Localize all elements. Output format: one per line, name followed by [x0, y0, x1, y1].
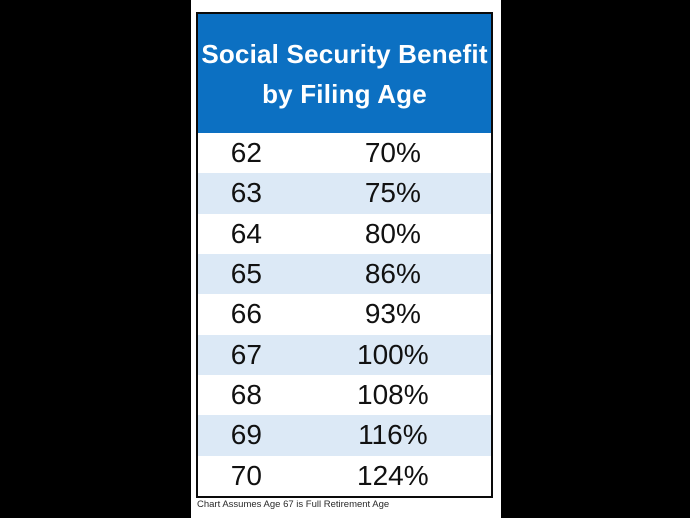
table-row: 70 124% — [198, 456, 491, 496]
benefit-cell: 75% — [364, 177, 421, 209]
age-cell: 69 — [230, 419, 262, 451]
footnote: Chart Assumes Age 67 is Full Retirement … — [197, 499, 390, 510]
age-cell: 65 — [230, 258, 262, 290]
benefit-cell: 108% — [357, 379, 429, 411]
table-row: 66 93% — [198, 294, 491, 334]
table-row: 69 116% — [198, 415, 491, 456]
benefit-table: Social Security Benefit by Filing Age 62… — [196, 12, 493, 498]
benefit-cell: 116% — [358, 419, 428, 451]
benefit-cell: 124% — [357, 459, 429, 491]
benefit-cell: 86% — [364, 258, 421, 290]
table-body: 62 70% 63 75% 64 80% 65 86% 66 93% 67 10… — [198, 133, 491, 496]
age-cell: 63 — [230, 177, 262, 209]
benefit-cell: 80% — [364, 217, 421, 249]
table-row: 65 86% — [198, 253, 491, 295]
benefit-cell: 93% — [364, 298, 421, 330]
slide-canvas: Social Security Benefit by Filing Age 62… — [191, 0, 501, 518]
table-row: 67 100% — [198, 334, 491, 375]
table-title-line1: Social Security Benefit — [201, 38, 488, 69]
age-cell: 67 — [230, 338, 262, 370]
benefit-cell: 70% — [364, 137, 421, 169]
age-cell: 62 — [230, 137, 262, 169]
table-row: 64 80% — [198, 214, 491, 254]
benefit-cell: 100% — [357, 338, 429, 370]
table-title-line2: by Filing Age — [262, 78, 427, 109]
age-cell: 64 — [230, 217, 262, 249]
age-cell: 66 — [230, 298, 262, 330]
table-row: 68 108% — [198, 375, 491, 415]
table-title: Social Security Benefit by Filing Age — [198, 14, 491, 133]
age-cell: 70 — [230, 459, 262, 491]
table-row: 62 70% — [198, 133, 491, 173]
age-cell: 68 — [230, 379, 262, 411]
table-row: 63 75% — [198, 173, 491, 214]
